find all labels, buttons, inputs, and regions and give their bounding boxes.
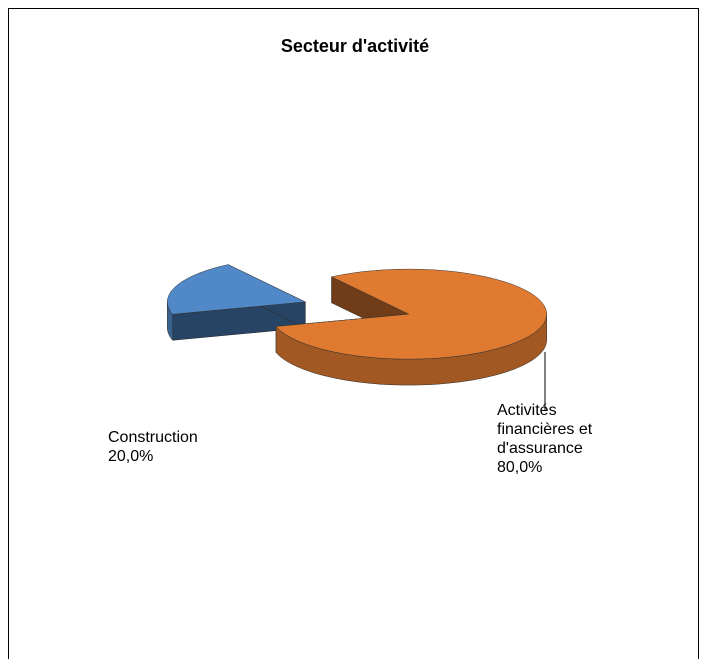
value-label: 20,0% — [108, 448, 154, 465]
slice — [167, 264, 307, 315]
shade — [276, 314, 547, 386]
slice — [275, 268, 547, 360]
chart-title: Secteur d'activité — [281, 36, 429, 56]
category-label: Construction — [108, 429, 198, 446]
data-label: Construction 20,0% — [108, 428, 248, 466]
shade — [167, 301, 173, 341]
value-label: 80,0% — [497, 459, 543, 476]
category-label: Activités financières et d'assurance — [497, 402, 593, 457]
data-label: Activités financières et d'assurance 80,… — [497, 401, 625, 477]
